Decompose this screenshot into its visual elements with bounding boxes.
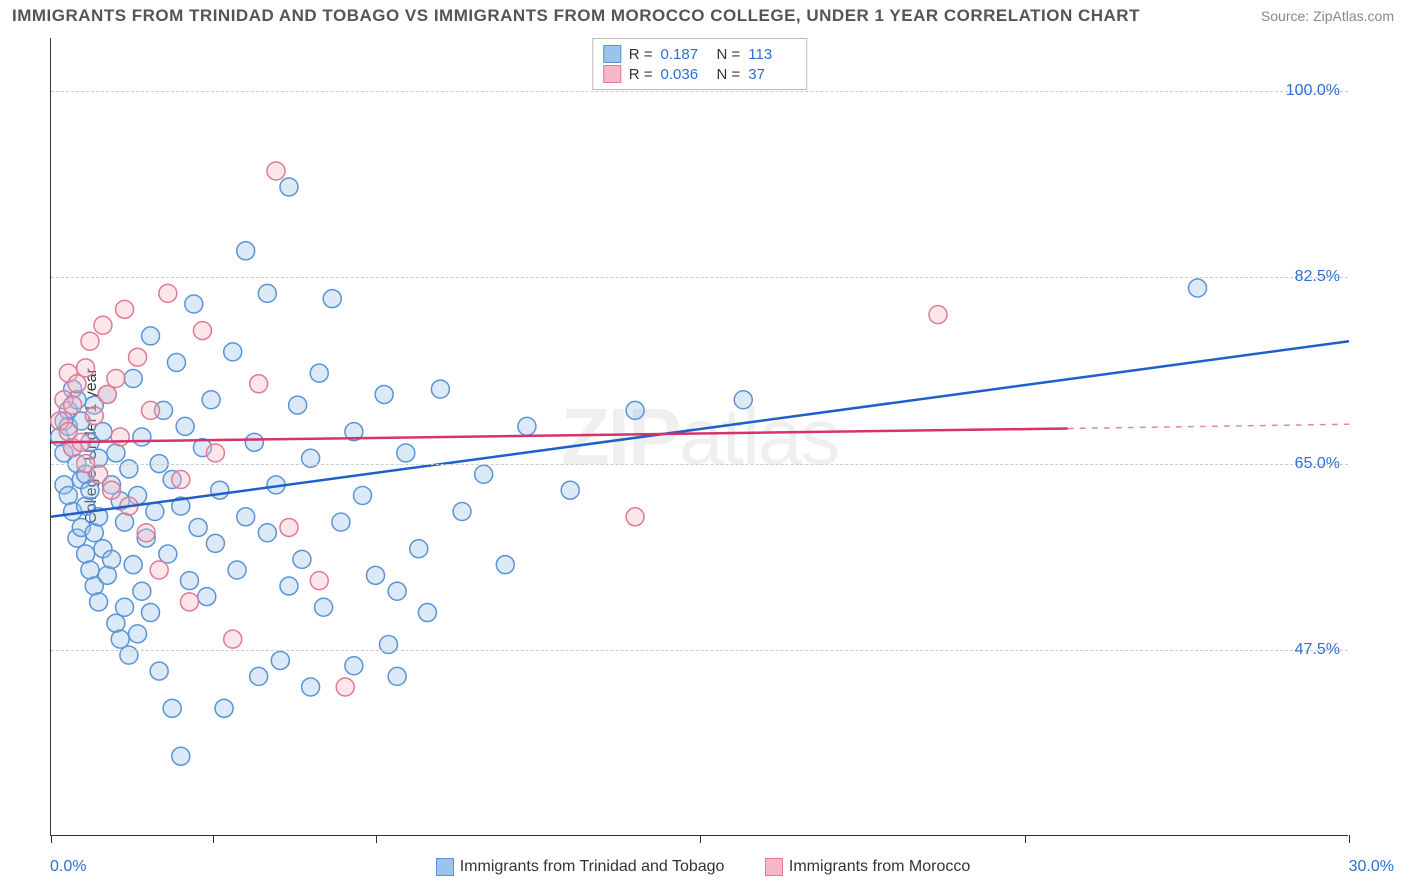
swatch-morocco-icon bbox=[765, 858, 783, 876]
y-tick-label: 100.0% bbox=[1286, 82, 1340, 100]
series-legend: Immigrants from Trinidad and Tobago Immi… bbox=[0, 858, 1406, 881]
scatter-plot-svg bbox=[51, 38, 1348, 835]
x-axis-max-label: 30.0% bbox=[1349, 858, 1394, 876]
x-axis-min-label: 0.0% bbox=[50, 858, 86, 876]
series-label-morocco: Immigrants from Morocco bbox=[789, 858, 970, 876]
series-label-trinidad: Immigrants from Trinidad and Tobago bbox=[460, 858, 725, 876]
y-tick-label: 82.5% bbox=[1295, 268, 1340, 286]
swatch-trinidad-icon bbox=[436, 858, 454, 876]
chart-title: IMMIGRANTS FROM TRINIDAD AND TOBAGO VS I… bbox=[12, 6, 1140, 26]
source-attribution: Source: ZipAtlas.com bbox=[1261, 8, 1394, 24]
swatch-trinidad bbox=[603, 45, 621, 63]
stats-row-morocco: R = 0.036 N = 37 bbox=[603, 65, 797, 83]
y-tick-label: 47.5% bbox=[1295, 641, 1340, 659]
chart-plot-area: ZIPatlas R = 0.187 N = 113 R = 0.036 N =… bbox=[50, 38, 1348, 836]
stats-legend-box: R = 0.187 N = 113 R = 0.036 N = 37 bbox=[592, 38, 808, 90]
stats-row-trinidad: R = 0.187 N = 113 bbox=[603, 45, 797, 63]
y-tick-label: 65.0% bbox=[1295, 455, 1340, 473]
swatch-morocco bbox=[603, 65, 621, 83]
